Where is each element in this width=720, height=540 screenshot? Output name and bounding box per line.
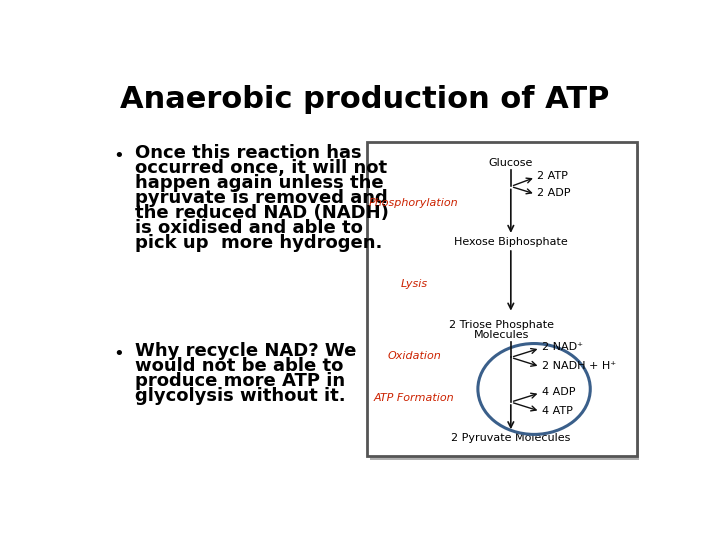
- Text: produce more ATP in: produce more ATP in: [135, 372, 345, 390]
- Text: Once this reaction has: Once this reaction has: [135, 144, 361, 162]
- Text: occurred once, it will not: occurred once, it will not: [135, 159, 387, 177]
- Text: •: •: [113, 345, 124, 363]
- Text: Hexose Biphosphate: Hexose Biphosphate: [454, 237, 567, 247]
- FancyBboxPatch shape: [367, 142, 637, 456]
- Text: is oxidised and able to: is oxidised and able to: [135, 219, 363, 237]
- Text: would not be able to: would not be able to: [135, 357, 343, 375]
- Text: 4 ATP: 4 ATP: [542, 406, 572, 416]
- Text: 2 Triose Phosphate: 2 Triose Phosphate: [449, 320, 554, 330]
- Text: 2 NAD⁺: 2 NAD⁺: [542, 342, 582, 353]
- Text: 2 ADP: 2 ADP: [537, 188, 571, 198]
- Text: pick up  more hydrogen.: pick up more hydrogen.: [135, 234, 382, 252]
- Text: Molecules: Molecules: [474, 330, 529, 340]
- Text: 2 ATP: 2 ATP: [537, 172, 568, 181]
- Text: Phosphorylation: Phosphorylation: [369, 198, 459, 208]
- Text: Glucose: Glucose: [489, 158, 533, 168]
- Text: happen again unless the: happen again unless the: [135, 174, 384, 192]
- Text: 2 NADH + H⁺: 2 NADH + H⁺: [542, 361, 616, 371]
- Text: ATP Formation: ATP Formation: [374, 393, 454, 403]
- Text: 2 Pyruvate Molecules: 2 Pyruvate Molecules: [451, 433, 570, 443]
- Text: Anaerobic production of ATP: Anaerobic production of ATP: [120, 85, 610, 114]
- Text: Oxidation: Oxidation: [387, 351, 441, 361]
- FancyBboxPatch shape: [370, 146, 639, 460]
- Text: •: •: [113, 147, 124, 165]
- Text: the reduced NAD (NADH): the reduced NAD (NADH): [135, 204, 389, 222]
- Text: pyruvate is removed and: pyruvate is removed and: [135, 189, 387, 207]
- Text: Why recycle NAD? We: Why recycle NAD? We: [135, 342, 356, 360]
- Text: glycolysis without it.: glycolysis without it.: [135, 387, 346, 405]
- Text: Lysis: Lysis: [400, 279, 428, 289]
- Text: 4 ADP: 4 ADP: [542, 387, 575, 397]
